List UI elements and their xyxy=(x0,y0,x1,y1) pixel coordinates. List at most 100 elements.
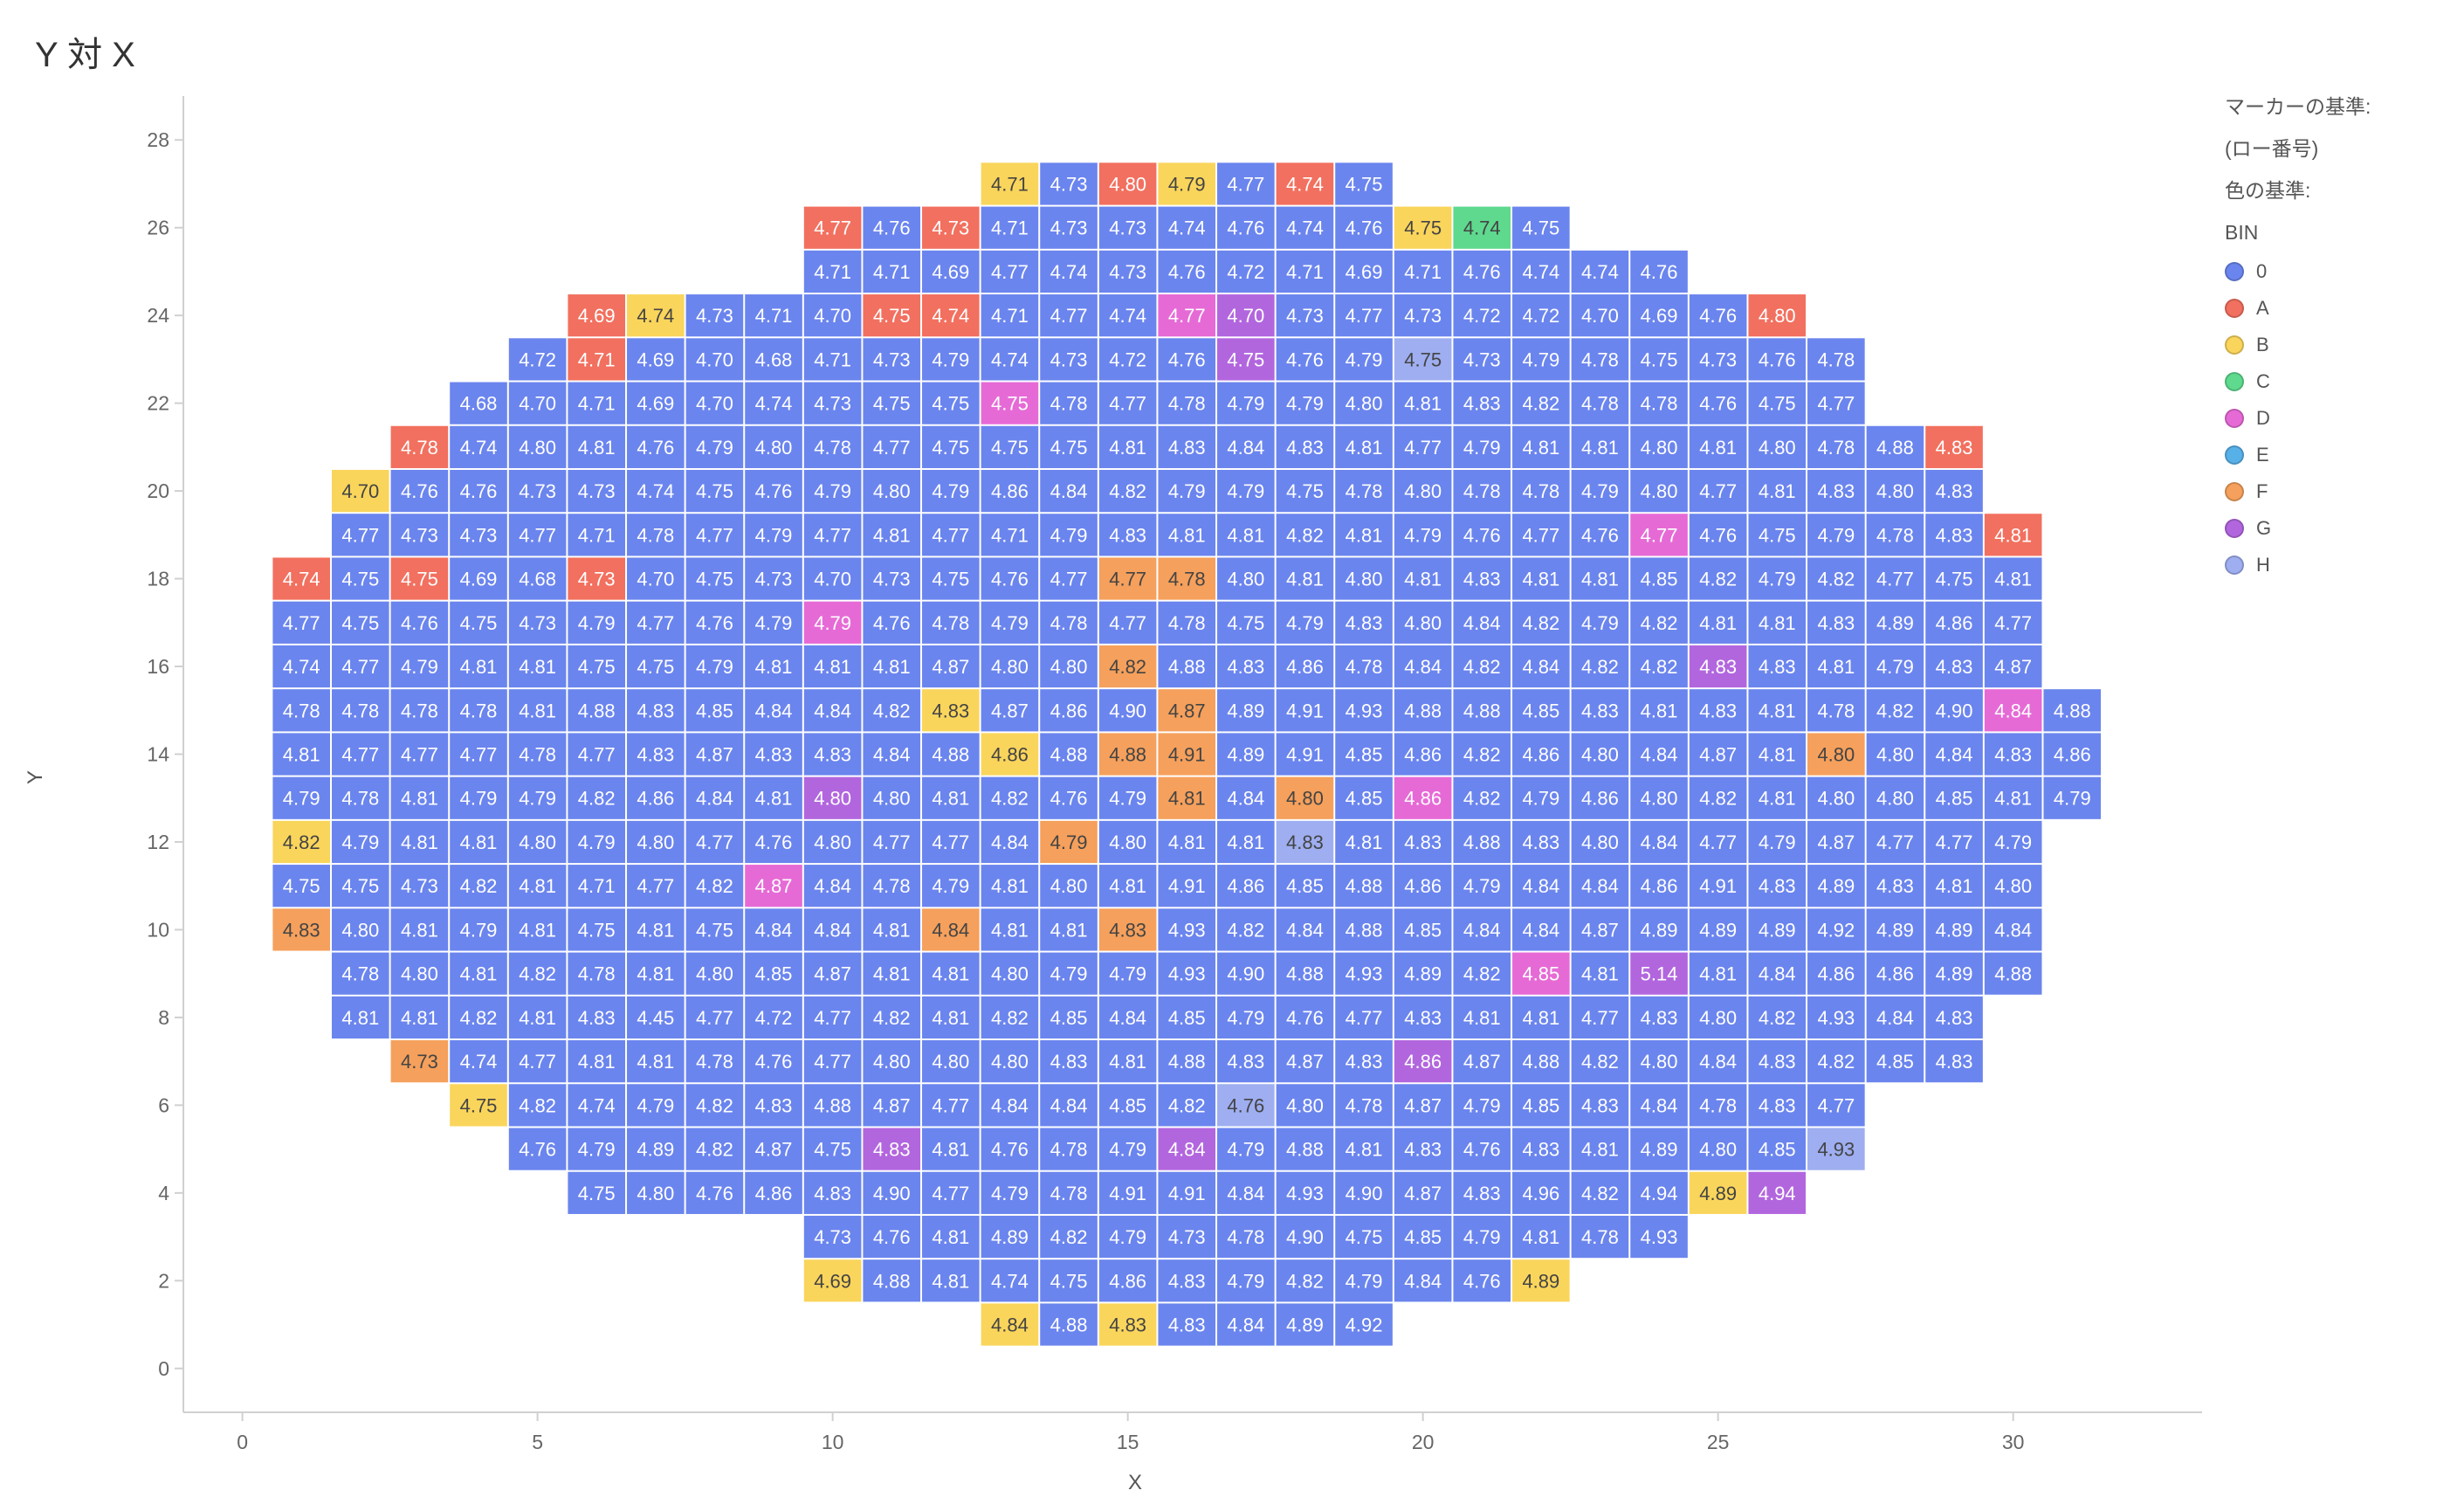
wafer-cell[interactable]: 4.82 xyxy=(450,865,507,907)
wafer-cell[interactable]: 4.84 xyxy=(1866,996,1924,1039)
wafer-cell[interactable]: 4.80 xyxy=(1689,996,1747,1039)
wafer-cell[interactable]: 4.81 xyxy=(568,425,626,468)
wafer-cell[interactable]: 4.81 xyxy=(863,645,921,688)
wafer-cell[interactable]: 4.83 xyxy=(568,996,626,1039)
wafer-cell[interactable]: 4.76 xyxy=(1453,1259,1511,1302)
wafer-cell[interactable]: 4.79 xyxy=(1040,952,1098,995)
wafer-cell[interactable]: 4.73 xyxy=(390,865,449,907)
wafer-cell[interactable]: 4.87 xyxy=(1276,1040,1334,1083)
wafer-cell[interactable]: 4.83 xyxy=(627,689,685,732)
wafer-cell[interactable]: 4.75 xyxy=(1394,338,1452,381)
wafer-cell[interactable]: 4.79 xyxy=(568,601,626,644)
wafer-cell[interactable]: 4.75 xyxy=(922,425,980,468)
wafer-cell[interactable]: 4.82 xyxy=(1040,1215,1098,1259)
wafer-cell[interactable]: 4.77 xyxy=(1394,425,1452,468)
wafer-cell[interactable]: 4.81 xyxy=(1984,557,2042,600)
wafer-cell[interactable]: 4.81 xyxy=(1748,733,1807,776)
wafer-cell[interactable]: 4.77 xyxy=(685,996,744,1039)
wafer-cell[interactable]: 4.84 xyxy=(1984,689,2042,732)
wafer-cell[interactable]: 4.80 xyxy=(1866,733,1924,776)
wafer-cell[interactable]: 4.87 xyxy=(863,1084,921,1127)
wafer-cell[interactable]: 4.81 xyxy=(1098,865,1157,907)
wafer-cell[interactable]: 4.76 xyxy=(508,1128,567,1170)
wafer-cell[interactable]: 4.81 xyxy=(803,645,862,688)
wafer-cell[interactable]: 4.83 xyxy=(1748,1040,1807,1083)
wafer-cell[interactable]: 4.80 xyxy=(1276,776,1334,819)
wafer-cell[interactable]: 4.81 xyxy=(1984,514,2042,556)
wafer-cell[interactable]: 4.77 xyxy=(1098,557,1157,600)
wafer-cell[interactable]: 4.75 xyxy=(922,557,980,600)
wafer-cell[interactable]: 4.79 xyxy=(332,820,389,864)
wafer-cell[interactable]: 4.87 xyxy=(1689,733,1747,776)
wafer-cell[interactable]: 4.83 xyxy=(1040,1040,1098,1083)
wafer-cell[interactable]: 4.76 xyxy=(981,1128,1039,1170)
wafer-cell[interactable]: 4.93 xyxy=(1807,1128,1865,1170)
wafer-cell[interactable]: 4.80 xyxy=(1807,733,1865,776)
wafer-cell[interactable]: 4.82 xyxy=(1453,733,1511,776)
wafer-cell[interactable]: 4.76 xyxy=(1689,514,1747,556)
wafer-cell[interactable]: 4.81 xyxy=(1394,382,1452,424)
wafer-cell[interactable]: 4.75 xyxy=(981,382,1039,424)
wafer-cell[interactable]: 4.70 xyxy=(508,382,567,424)
wafer-cell[interactable]: 4.81 xyxy=(1040,908,1098,951)
wafer-cell[interactable]: 4.79 xyxy=(1217,1128,1275,1170)
wafer-cell[interactable]: 4.74 xyxy=(1512,250,1570,293)
wafer-cell[interactable]: 4.86 xyxy=(1394,865,1452,907)
wafer-cell[interactable]: 5.14 xyxy=(1630,952,1688,995)
wafer-cell[interactable]: 4.88 xyxy=(922,733,980,776)
wafer-cell[interactable]: 4.72 xyxy=(745,996,802,1039)
wafer-cell[interactable]: 4.79 xyxy=(1571,469,1629,513)
wafer-cell[interactable]: 4.86 xyxy=(1925,601,1983,644)
wafer-cell[interactable]: 4.74 xyxy=(568,1084,626,1127)
wafer-cell[interactable]: 4.79 xyxy=(1158,162,1216,205)
wafer-cell[interactable]: 4.89 xyxy=(1807,865,1865,907)
wafer-cell[interactable]: 4.83 xyxy=(745,733,802,776)
wafer-cell[interactable]: 4.81 xyxy=(1098,1040,1157,1083)
wafer-cell[interactable]: 4.87 xyxy=(745,1128,802,1170)
wafer-cell[interactable]: 4.77 xyxy=(390,733,449,776)
wafer-cell[interactable]: 4.70 xyxy=(1571,294,1629,337)
wafer-cell[interactable]: 4.78 xyxy=(1158,382,1216,424)
wafer-cell[interactable]: 4.84 xyxy=(1689,1040,1747,1083)
wafer-cell[interactable]: 4.75 xyxy=(332,865,389,907)
wafer-cell[interactable]: 4.89 xyxy=(1748,908,1807,951)
wafer-cell[interactable]: 4.79 xyxy=(922,469,980,513)
wafer-cell[interactable]: 4.89 xyxy=(1276,1303,1334,1346)
wafer-cell[interactable]: 4.82 xyxy=(1453,952,1511,995)
wafer-cell[interactable]: 4.76 xyxy=(390,469,449,513)
wafer-cell[interactable]: 4.88 xyxy=(1866,425,1924,468)
wafer-cell[interactable]: 4.83 xyxy=(1748,645,1807,688)
wafer-cell[interactable]: 4.81 xyxy=(1925,865,1983,907)
wafer-cell[interactable]: 4.84 xyxy=(1217,425,1275,468)
wafer-cell[interactable]: 4.85 xyxy=(1158,996,1216,1039)
wafer-cell[interactable]: 4.74 xyxy=(922,294,980,337)
wafer-cell[interactable]: 4.76 xyxy=(1453,1128,1511,1170)
wafer-cell[interactable]: 4.81 xyxy=(922,1259,980,1302)
wafer-cell[interactable]: 4.69 xyxy=(803,1259,862,1302)
wafer-cell[interactable]: 4.79 xyxy=(1748,820,1807,864)
wafer-cell[interactable]: 4.82 xyxy=(1630,645,1688,688)
wafer-cell[interactable]: 4.86 xyxy=(1040,689,1098,732)
wafer-cell[interactable]: 4.75 xyxy=(1512,206,1570,249)
wafer-cell[interactable]: 4.83 xyxy=(1807,601,1865,644)
wafer-cell[interactable]: 4.81 xyxy=(1807,645,1865,688)
wafer-cell[interactable]: 4.82 xyxy=(272,820,331,864)
wafer-cell[interactable]: 4.70 xyxy=(803,557,862,600)
wafer-cell[interactable]: 4.81 xyxy=(450,952,507,995)
wafer-cell[interactable]: 4.76 xyxy=(1335,206,1393,249)
wafer-cell[interactable]: 4.82 xyxy=(685,865,744,907)
wafer-cell[interactable]: 4.83 xyxy=(1158,425,1216,468)
wafer-cell[interactable]: 4.83 xyxy=(1217,1040,1275,1083)
wafer-cell[interactable]: 4.73 xyxy=(1158,1215,1216,1259)
wafer-cell[interactable]: 4.74 xyxy=(1040,250,1098,293)
wafer-cell[interactable]: 4.89 xyxy=(1866,908,1924,951)
wafer-cell[interactable]: 4.81 xyxy=(863,952,921,995)
wafer-cell[interactable]: 4.81 xyxy=(745,645,802,688)
wafer-cell[interactable]: 4.87 xyxy=(1453,1040,1511,1083)
wafer-cell[interactable]: 4.88 xyxy=(1984,952,2042,995)
wafer-cell[interactable]: 4.82 xyxy=(1512,382,1570,424)
wafer-cell[interactable]: 4.76 xyxy=(1276,996,1334,1039)
wafer-cell[interactable]: 4.86 xyxy=(1394,1040,1452,1083)
wafer-cell[interactable]: 4.91 xyxy=(1158,733,1216,776)
wafer-cell[interactable]: 4.77 xyxy=(1866,557,1924,600)
